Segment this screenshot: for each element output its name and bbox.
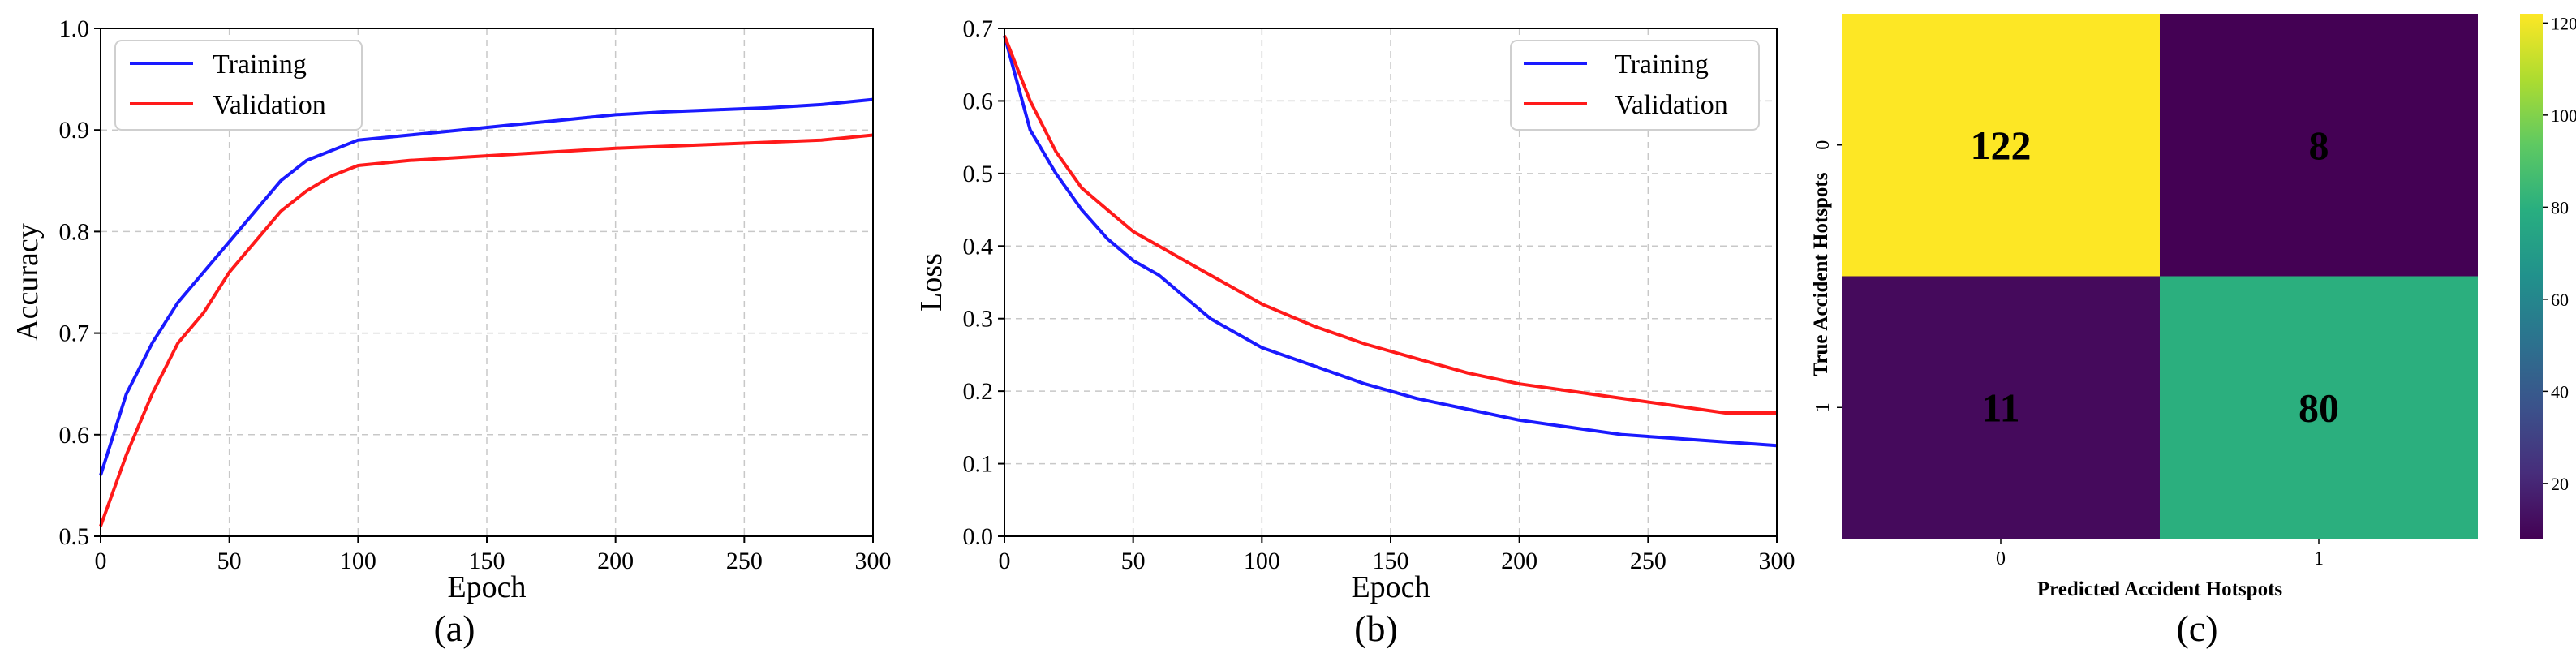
y-tick-label: 0.2 <box>963 378 994 405</box>
colorbar-tick-label: 80 <box>2551 197 2569 217</box>
loss-legend-training: Training <box>1615 49 1709 80</box>
heatmap-cell <box>2160 14 2478 277</box>
colorbar-tick-label: 100 <box>2551 105 2576 126</box>
y-tick-label: 0.4 <box>963 233 994 260</box>
loss-ticks: 0 50 100 150 200 250 300 0.0 0.1 0.2 0.3 0.4 0.5 0.6 0… <box>963 15 1795 574</box>
colorbar-tick-label: 40 <box>2551 381 2569 402</box>
loss-series <box>1003 35 1778 448</box>
colorbar-tick-label: 20 <box>2551 474 2569 494</box>
y-tick-label: 0.7 <box>963 15 994 42</box>
confusion-matrix-cells: 122 8 11 80 <box>1842 14 2478 539</box>
loss-legend: Training Validation <box>1510 40 1760 131</box>
loss-xlabel: Epoch <box>1351 570 1430 604</box>
heatmap-cell-value: 8 <box>2309 123 2329 168</box>
caption-a: (a) <box>433 608 475 649</box>
y-tick-label: 0.1 <box>963 451 994 478</box>
colorbar-ticks: 20 40 60 80 100 120 <box>2543 13 2576 494</box>
y-tick-label: 0.8 <box>59 218 90 245</box>
y-tick-label: 0.3 <box>963 306 994 333</box>
accuracy-legend-training: Training <box>213 49 307 80</box>
accuracy-legend: Training Validation <box>114 40 363 131</box>
loss-ylabel: Loss <box>914 253 948 312</box>
heatmap-cell <box>2160 276 2478 539</box>
y-tick-label: 0.5 <box>59 523 90 550</box>
loss-chart: 0 50 100 150 200 250 300 0.0 0.1 0.2 0.3 0.4 0.5 0.6 0… <box>914 15 1795 649</box>
y-tick-label: 0.5 <box>963 161 994 187</box>
series-line-validation <box>1003 35 1777 415</box>
x-tick-label: 0 <box>999 548 1011 574</box>
x-tick-label: 50 <box>1121 548 1146 574</box>
heatmap-cell-value: 122 <box>1971 123 2032 168</box>
x-tick-label: 250 <box>1630 548 1666 574</box>
x-tick-label: 50 <box>217 548 242 574</box>
x-tick-label: 200 <box>597 548 634 574</box>
confusion-matrix: 122 8 11 80 0 1 0 1 Predicted Accident Hotspot… <box>1810 13 2576 649</box>
accuracy-ylabel: Accuracy <box>11 223 45 342</box>
confusion-ylabel: True Accident Hotspots <box>1810 172 1832 376</box>
x-tick-label: 1 <box>2314 548 2324 570</box>
series-line-training <box>1003 35 1778 448</box>
x-tick-label: 300 <box>855 548 892 574</box>
x-tick-label: 100 <box>1244 548 1280 574</box>
y-tick-label: 0.6 <box>963 88 994 114</box>
y-tick-label: 0.0 <box>963 523 994 550</box>
accuracy-xlabel: Epoch <box>447 570 526 604</box>
accuracy-chart: 0 50 100 150 200 250 300 0.5 0.6 0.7 0.8 0.9 1.0 Epo… <box>11 15 892 649</box>
x-tick-label: 100 <box>340 548 376 574</box>
colorbar <box>2520 14 2543 539</box>
series-line-validation <box>99 133 874 527</box>
accuracy-legend-validation: Validation <box>213 90 326 120</box>
colorbar-tick-label: 60 <box>2551 290 2569 310</box>
heatmap-cell-value: 80 <box>2299 385 2339 430</box>
y-tick-label: 0 <box>1813 140 1834 150</box>
y-tick-label: 1.0 <box>59 15 90 42</box>
x-tick-label: 200 <box>1501 548 1537 574</box>
series-line-training <box>99 97 874 476</box>
confusion-matrix-ticks: 0 1 0 1 <box>1813 140 2324 570</box>
caption-c: (c) <box>2176 608 2217 649</box>
y-tick-label: 0.6 <box>59 422 90 449</box>
y-tick-label: 0.9 <box>59 117 90 144</box>
heatmap-cell <box>1842 14 2160 277</box>
y-tick-label: 1 <box>1813 402 1834 412</box>
x-tick-label: 150 <box>1373 548 1409 574</box>
x-tick-label: 0 <box>1996 548 2006 570</box>
y-tick-label: 0.7 <box>59 320 90 347</box>
loss-legend-validation: Validation <box>1615 90 1728 120</box>
x-tick-label: 0 <box>95 548 107 574</box>
x-tick-label: 300 <box>1759 548 1795 574</box>
accuracy-ticks: 0 50 100 150 200 250 300 0.5 0.6 0.7 0.8 0.9 1.0 <box>59 15 892 574</box>
heatmap-cell <box>1842 276 2160 539</box>
x-tick-label: 250 <box>726 548 763 574</box>
caption-b: (b) <box>1354 608 1398 649</box>
heatmap-cell-value: 11 <box>1981 385 2019 430</box>
confusion-xlabel: Predicted Accident Hotspots <box>2037 578 2283 600</box>
colorbar-tick-label: 120 <box>2551 13 2576 33</box>
x-tick-label: 150 <box>469 548 505 574</box>
accuracy-series <box>99 97 874 527</box>
